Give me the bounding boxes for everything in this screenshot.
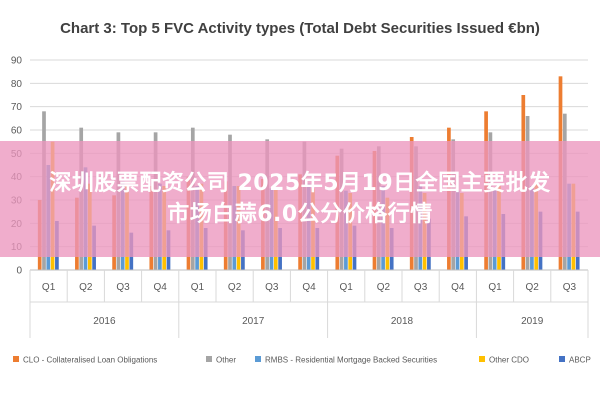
x-tick-label: Q3 [116, 282, 130, 293]
x-tick-label: Q2 [228, 282, 242, 293]
legend-label: RMBS - Residential Mortgage Backed Secur… [265, 356, 437, 365]
overlay-banner: 深圳股票配资公司 2025年5月19日全国主要批发 市场白蒜6.0公分价格行情 [0, 141, 600, 257]
y-tick-label: 90 [11, 56, 23, 67]
x-tick-label: Q1 [42, 282, 56, 293]
x-axis: Q1 Q2 Q3 Q4 Q1 Q2 Q3 Q4 Q1 Q2 Q3 Q4 Q1 Q2 Q3 2016 2017 20… [29, 269, 589, 338]
x-tick-label: Q4 [154, 282, 168, 293]
overlay-text-line-1: 深圳股票配资公司 2025年5月19日全国主要批发 [49, 171, 551, 196]
legend-label: CLO - Collateralised Loan Obligations [23, 356, 157, 365]
x-group-label: 2016 [93, 316, 116, 327]
x-tick-label: Q4 [451, 282, 465, 293]
legend-swatch [255, 356, 261, 362]
x-tick-label: Q3 [414, 282, 428, 293]
legend: CLO - Collateralised Loan Obligations Oth… [13, 356, 591, 365]
x-tick-label: Q2 [79, 282, 93, 293]
x-tick-label: Q2 [526, 282, 540, 293]
x-tick-label: Q4 [302, 282, 316, 293]
legend-swatch [206, 356, 212, 362]
x-tick-label: Q1 [488, 282, 502, 293]
legend-swatch [559, 356, 565, 362]
x-tick-label: Q1 [191, 282, 205, 293]
y-tick-label: 0 [16, 266, 22, 277]
x-tick-label: Q3 [563, 282, 577, 293]
y-tick-label: 60 [11, 126, 23, 137]
legend-swatch [479, 356, 485, 362]
y-tick-label: 70 [11, 102, 23, 113]
x-group-label: 2018 [391, 316, 414, 327]
legend-label: Other [216, 356, 236, 365]
legend-swatch [13, 356, 19, 362]
x-tick-label: Q2 [377, 282, 391, 293]
chart-title: Chart 3: Top 5 FVC Activity types (Total… [60, 20, 540, 37]
x-tick-label: Q3 [265, 282, 279, 293]
overlay-text-line-2: 市场白蒜6.0公分价格行情 [167, 202, 433, 227]
legend-label: Other CDO [489, 356, 529, 365]
x-group-label: 2017 [242, 316, 265, 327]
y-tick-label: 80 [11, 79, 23, 90]
legend-label: ABCP [569, 356, 591, 365]
x-tick-label: Q1 [340, 282, 354, 293]
x-group-label: 2019 [521, 316, 544, 327]
